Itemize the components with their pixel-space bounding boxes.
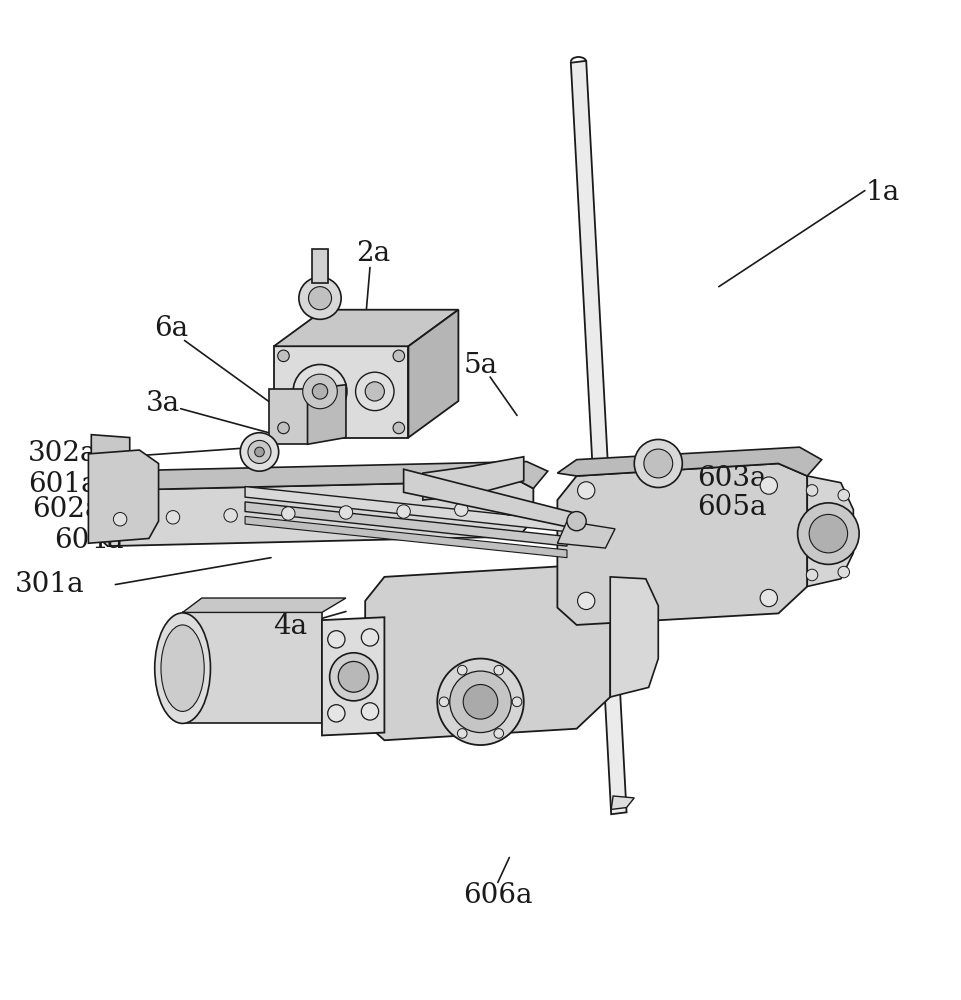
Circle shape bbox=[578, 482, 595, 499]
Circle shape bbox=[397, 505, 410, 518]
Polygon shape bbox=[322, 617, 384, 735]
Polygon shape bbox=[183, 612, 322, 723]
Text: 4a: 4a bbox=[273, 613, 308, 640]
Polygon shape bbox=[557, 521, 615, 548]
Text: 603a: 603a bbox=[698, 465, 767, 492]
Polygon shape bbox=[611, 796, 634, 809]
Circle shape bbox=[248, 440, 271, 463]
Polygon shape bbox=[308, 385, 346, 444]
Circle shape bbox=[303, 374, 337, 409]
Circle shape bbox=[439, 697, 449, 707]
Polygon shape bbox=[245, 502, 567, 546]
Polygon shape bbox=[274, 310, 458, 346]
Circle shape bbox=[838, 489, 850, 501]
Polygon shape bbox=[91, 435, 130, 531]
Circle shape bbox=[328, 631, 345, 648]
Polygon shape bbox=[245, 487, 567, 532]
Text: 2a: 2a bbox=[356, 240, 390, 267]
Circle shape bbox=[255, 447, 264, 457]
Text: 601a: 601a bbox=[28, 471, 97, 498]
Circle shape bbox=[166, 511, 180, 524]
Polygon shape bbox=[183, 598, 346, 612]
Circle shape bbox=[578, 592, 595, 610]
Circle shape bbox=[308, 287, 332, 310]
Circle shape bbox=[437, 659, 524, 745]
Circle shape bbox=[634, 439, 682, 488]
Circle shape bbox=[393, 350, 405, 362]
Polygon shape bbox=[807, 476, 853, 586]
Circle shape bbox=[312, 384, 328, 399]
Text: 6a: 6a bbox=[154, 315, 188, 342]
Polygon shape bbox=[404, 469, 577, 529]
Text: 606a: 606a bbox=[463, 882, 532, 909]
Circle shape bbox=[457, 729, 467, 738]
Circle shape bbox=[494, 729, 504, 738]
Circle shape bbox=[240, 433, 279, 471]
Circle shape bbox=[457, 665, 467, 675]
Circle shape bbox=[463, 685, 498, 719]
Circle shape bbox=[365, 382, 384, 401]
Circle shape bbox=[339, 506, 353, 519]
Circle shape bbox=[393, 422, 405, 434]
Circle shape bbox=[282, 507, 295, 520]
Text: 604a: 604a bbox=[54, 527, 123, 554]
Circle shape bbox=[644, 449, 673, 478]
Polygon shape bbox=[91, 481, 533, 546]
Circle shape bbox=[356, 372, 394, 411]
Circle shape bbox=[278, 350, 289, 362]
Text: 1a: 1a bbox=[865, 179, 899, 206]
Ellipse shape bbox=[155, 613, 210, 723]
Circle shape bbox=[494, 665, 504, 675]
Circle shape bbox=[806, 569, 818, 581]
Polygon shape bbox=[557, 463, 807, 625]
Circle shape bbox=[760, 477, 777, 494]
Circle shape bbox=[113, 512, 127, 526]
Circle shape bbox=[278, 422, 289, 434]
Circle shape bbox=[809, 514, 848, 553]
Polygon shape bbox=[245, 516, 567, 558]
Circle shape bbox=[361, 629, 379, 646]
Circle shape bbox=[512, 697, 522, 707]
Circle shape bbox=[760, 589, 777, 607]
Circle shape bbox=[328, 705, 345, 722]
Polygon shape bbox=[269, 389, 308, 444]
Text: 5a: 5a bbox=[463, 352, 498, 379]
Circle shape bbox=[567, 512, 586, 531]
Circle shape bbox=[806, 485, 818, 496]
Circle shape bbox=[299, 277, 341, 319]
Polygon shape bbox=[91, 462, 548, 490]
Circle shape bbox=[293, 364, 347, 418]
Text: 3a: 3a bbox=[146, 390, 181, 417]
Circle shape bbox=[503, 502, 516, 515]
Polygon shape bbox=[610, 577, 658, 697]
Polygon shape bbox=[88, 450, 159, 543]
Circle shape bbox=[330, 653, 378, 701]
Polygon shape bbox=[646, 444, 671, 463]
Polygon shape bbox=[571, 61, 627, 814]
Circle shape bbox=[838, 566, 850, 578]
Text: 602a: 602a bbox=[33, 496, 102, 523]
Circle shape bbox=[450, 671, 511, 733]
Polygon shape bbox=[557, 447, 822, 476]
Polygon shape bbox=[312, 249, 328, 283]
Circle shape bbox=[455, 503, 468, 516]
Circle shape bbox=[798, 503, 859, 564]
Text: 302a: 302a bbox=[28, 440, 97, 467]
Circle shape bbox=[224, 509, 237, 522]
Polygon shape bbox=[408, 310, 458, 438]
Ellipse shape bbox=[160, 625, 205, 711]
Polygon shape bbox=[274, 346, 408, 438]
Text: 605a: 605a bbox=[698, 494, 767, 521]
Polygon shape bbox=[365, 565, 610, 740]
Polygon shape bbox=[423, 457, 524, 500]
Text: 301a: 301a bbox=[15, 571, 85, 598]
Circle shape bbox=[338, 661, 369, 692]
Circle shape bbox=[361, 703, 379, 720]
